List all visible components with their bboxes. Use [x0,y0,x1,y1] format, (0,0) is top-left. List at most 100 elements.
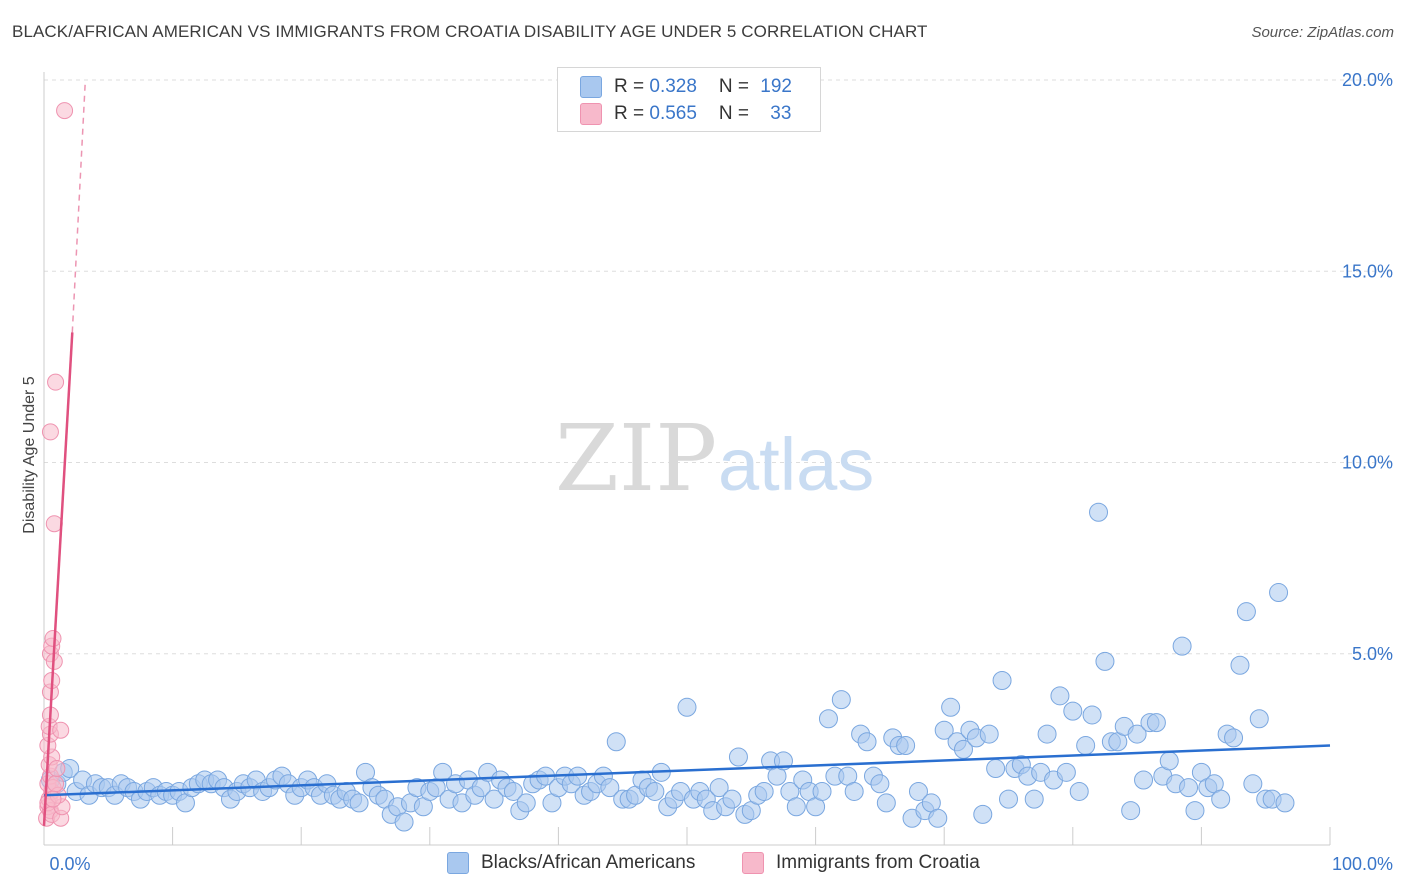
data-point-blacks [999,789,1018,809]
data-point-blacks [812,781,832,801]
bottom-legend-croatia: Immigrants from Croatia [742,852,980,874]
data-point-croatia [44,629,62,647]
data-point-blacks [844,781,864,801]
bottom-legend-label-croatia: Immigrants from Croatia [776,852,980,873]
data-point-blacks [645,781,665,801]
data-point-blacks [992,671,1012,691]
data-point-blacks [606,732,626,752]
data-point-blacks [1269,583,1289,603]
source-credit: Source: ZipAtlas.com [1251,24,1394,41]
data-point-blacks [1089,502,1109,522]
data-point-blacks [953,739,973,759]
legend-swatch-pink [580,103,602,125]
y-axis-label: Disability Age Under 5 [21,376,38,534]
data-point-blacks [986,759,1006,778]
data-point-blacks [1185,801,1205,821]
bottom-legend-swatch-blue [447,852,469,874]
trend-line-blacks [43,744,1331,797]
series-blacks-points [40,502,1295,832]
trend-lines [42,83,1331,826]
data-point-blacks [516,793,536,813]
legend-n-value: 192 [760,76,792,97]
bottom-legend-blacks: Blacks/African Americans [447,852,695,874]
data-point-blacks [786,797,806,817]
data-point-blacks [1095,651,1115,671]
data-point-croatia [56,102,74,120]
watermark: ZIP atlas [555,405,874,512]
legend-row-croatia: R = 0.565 N = 33 [580,101,792,127]
data-point-blacks [1159,751,1179,771]
y-tick-label: 20.0% [1342,70,1393,90]
trend-line-croatia-extension [71,83,86,333]
data-point-blacks [831,690,851,710]
data-point-croatia [41,423,59,441]
data-point-blacks [1146,713,1166,733]
data-point-blacks [600,778,620,798]
legend-row-blacks: R = 0.328 N = 192 [580,74,792,100]
data-point-blacks [728,747,748,767]
data-point-blacks [394,812,414,832]
legend-n-label: N = [718,76,755,97]
data-point-blacks [503,781,523,801]
data-point-blacks [433,762,453,782]
data-point-blacks [941,697,961,717]
data-point-blacks [1243,774,1263,794]
data-point-blacks [1121,801,1141,821]
legend-r-value: 0.328 [649,76,697,97]
watermark-atlas: atlas [718,423,874,506]
data-point-blacks [1224,728,1244,748]
data-point-croatia [52,721,70,739]
data-point-blacks [722,789,742,809]
legend-swatch-blue [580,76,602,98]
correlation-legend: R = 0.328 N = 192 R = 0.565 N = 33 [557,67,821,132]
data-point-blacks [1172,636,1192,656]
data-point-blacks [1024,789,1044,809]
y-tick-label: 5.0% [1352,644,1393,664]
data-point-blacks [870,774,890,794]
bottom-legend-label-blacks: Blacks/African Americans [481,852,696,873]
legend-r-label: R = [614,103,650,124]
data-point-blacks [1069,781,1089,801]
data-point-blacks [1082,705,1102,725]
data-point-blacks [876,793,896,813]
data-point-blacks [1076,736,1096,756]
legend-r-label: R = [614,76,650,97]
watermark-zip: ZIP [555,405,717,512]
data-point-blacks [1056,762,1076,782]
legend-n-value: 33 [770,103,792,124]
gridlines [44,79,1392,655]
data-point-blacks [818,709,838,729]
data-point-blacks [709,778,729,798]
data-point-croatia [47,775,65,793]
data-point-blacks [1275,793,1295,813]
data-point-blacks [1063,701,1083,721]
x-tick-label: 0.0% [49,854,90,874]
bottom-legend-swatch-pink [742,852,764,874]
data-point-blacks [973,804,993,824]
data-point-blacks [677,697,697,717]
data-point-croatia [47,373,65,391]
data-point-blacks [1211,789,1231,809]
data-point-blacks [934,720,954,740]
data-point-blacks [484,789,504,809]
y-tick-label: 10.0% [1342,453,1393,473]
data-point-blacks [1230,655,1250,675]
tick-labels: 5.0% 10.0% 15.0% 20.0% 0.0% 100.0% [49,70,1393,874]
data-point-blacks [908,781,928,801]
data-point-blacks [928,808,948,828]
data-point-blacks [1236,602,1256,622]
data-point-blacks [1037,724,1057,744]
data-point-blacks [979,724,999,744]
data-point-blacks [896,736,916,756]
trend-line-croatia [42,332,74,826]
y-tick-label: 15.0% [1342,261,1393,281]
data-point-blacks [1050,686,1070,706]
data-point-blacks [754,781,774,801]
x-tick-label: 100.0% [1332,854,1393,874]
data-point-blacks [1179,778,1199,798]
data-point-blacks [1249,709,1269,729]
data-point-blacks [568,766,588,786]
data-point-blacks [349,793,369,813]
legend-r-value: 0.565 [649,103,697,124]
data-point-blacks [1134,770,1154,790]
